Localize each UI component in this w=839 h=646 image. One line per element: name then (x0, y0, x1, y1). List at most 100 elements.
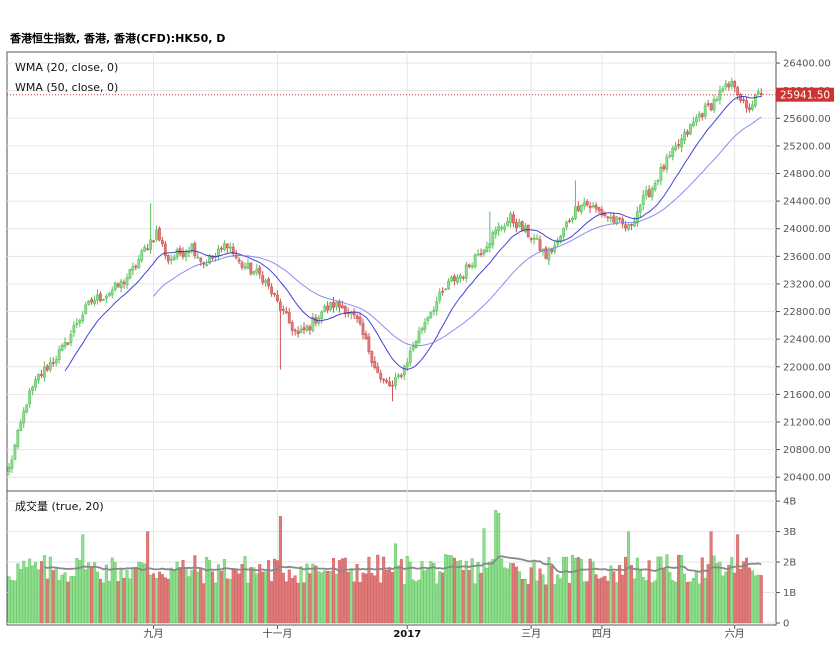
volume-series[interactable] (7, 510, 763, 624)
candle-body (677, 144, 681, 146)
candle-body (479, 253, 483, 256)
candle-body (630, 224, 633, 226)
legend-wma20[interactable]: WMA (20, close, 0) (15, 61, 118, 74)
candle-body (196, 256, 200, 259)
volume-bar (494, 510, 498, 624)
wma-lines (64, 95, 762, 372)
volume-bar (296, 582, 300, 624)
candle-body (107, 293, 111, 297)
volume-bar (140, 562, 144, 624)
volume-bar (570, 554, 574, 624)
volume-bar (417, 579, 421, 624)
candle-body (220, 247, 223, 250)
price-tick-label: 26400.00 (783, 59, 831, 70)
volume-bar (219, 570, 223, 624)
volume-bar (95, 571, 99, 624)
volume-bar (22, 560, 26, 624)
volume-axis[interactable]: 0 1B 2B 3B 4B (776, 497, 796, 630)
price-tick-label: 25200.00 (783, 141, 831, 152)
candle-body (432, 310, 436, 312)
volume-bar (45, 578, 49, 624)
candle-body (632, 221, 636, 227)
candlestick-series[interactable] (7, 77, 763, 476)
candle-body (34, 379, 37, 388)
candle-body (712, 98, 716, 111)
volume-bar (544, 584, 548, 624)
volume-bar (101, 582, 105, 624)
candle-body (470, 265, 474, 268)
candle-body (110, 289, 114, 296)
volume-bar (382, 556, 386, 624)
candle-body (659, 167, 663, 181)
volume-bar (60, 574, 64, 624)
volume-bar (759, 575, 763, 624)
volume-bar (240, 564, 244, 624)
time-axis[interactable]: 九月 十一月 2017 三月 四月 六月 (144, 625, 745, 640)
legend-wma50[interactable]: WMA (50, close, 0) (15, 81, 118, 94)
candle-body (394, 377, 397, 386)
volume-bar (267, 560, 271, 624)
volume-bar (278, 516, 282, 624)
candle-body (166, 255, 170, 262)
volume-bar (302, 582, 306, 624)
volume-bar (72, 576, 76, 624)
volume-bar (585, 581, 589, 624)
candle-body (329, 302, 332, 310)
price-axis[interactable]: 20400.00 20800.00 21200.00 21600.00 22000.00… (776, 59, 831, 484)
volume-bar (665, 554, 669, 624)
volume-bar (258, 564, 262, 624)
candle-body (278, 301, 282, 311)
candle-body (485, 246, 489, 252)
candle-body (694, 117, 698, 123)
volume-bar (154, 577, 158, 624)
candle-body (163, 243, 167, 256)
candle-body (435, 301, 439, 312)
candle-body (96, 294, 99, 301)
candle-body (388, 381, 391, 387)
candle-body (299, 328, 303, 333)
candle-body (51, 362, 55, 364)
candle-body (544, 247, 548, 259)
volume-bar (261, 571, 265, 624)
candle-body (697, 113, 701, 118)
candle-body (426, 317, 430, 322)
candle-body (48, 362, 52, 370)
volume-bar (565, 556, 569, 624)
candle-body (568, 220, 571, 223)
volume-bar (624, 556, 628, 624)
volume-bar (532, 562, 536, 624)
candle-body (22, 410, 26, 424)
candle-body (473, 254, 477, 268)
volume-bar (337, 560, 341, 624)
candle-body (721, 87, 725, 91)
candle-body (671, 147, 675, 157)
volume-bar (208, 560, 212, 624)
candle-body (355, 315, 359, 319)
candle-body (399, 375, 403, 377)
volume-bar (553, 584, 557, 624)
volume-bar (520, 579, 524, 624)
candle-body (270, 286, 273, 294)
candle-body (60, 345, 64, 351)
volume-bar (511, 563, 515, 624)
candle-body (116, 283, 120, 287)
volume-bar (187, 576, 191, 624)
legend-volume[interactable]: 成交量 (true, 20) (15, 499, 104, 513)
volume-bar (629, 565, 633, 624)
candle-body (361, 323, 365, 335)
candle-body (402, 365, 406, 376)
candle-body (576, 205, 580, 211)
volume-bar (429, 561, 433, 624)
candle-body (724, 83, 728, 88)
candle-body (523, 225, 527, 232)
candle-body (243, 266, 247, 269)
candle-body (526, 224, 530, 238)
candle-body (284, 310, 288, 314)
candle-body (733, 81, 737, 88)
volume-bar (609, 565, 613, 624)
volume-bar (541, 574, 545, 624)
candle-body (335, 301, 338, 307)
candle-body (125, 277, 129, 286)
candle-body (429, 312, 433, 319)
candle-body (517, 221, 521, 227)
